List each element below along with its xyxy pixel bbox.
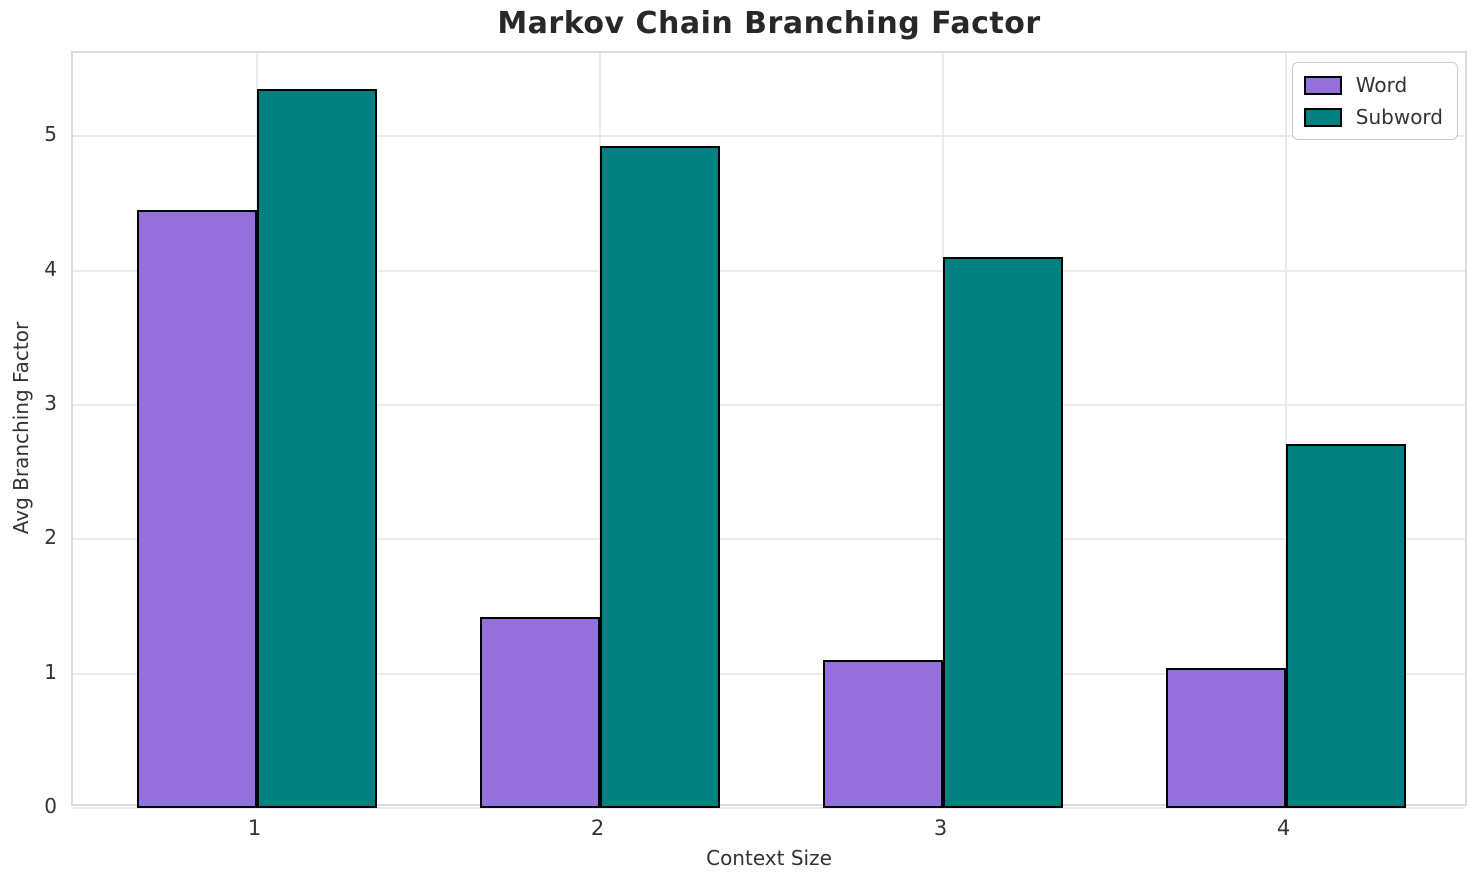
x-tick-label: 4	[1276, 816, 1291, 840]
gridline-horizontal	[73, 269, 1465, 272]
x-tick-label: 1	[247, 816, 262, 840]
bar-word-context-3	[822, 660, 943, 808]
bar-word-context-1	[136, 210, 257, 808]
bar-subword-context-2	[599, 146, 720, 808]
bar-subword-context-1	[256, 89, 377, 808]
y-tick-label: 5	[44, 122, 57, 147]
bar-subword-context-3	[942, 257, 1063, 808]
chart-title: Markov Chain Branching Factor	[497, 6, 1041, 41]
x-tick-label: 2	[590, 816, 605, 840]
legend-item-word: Word	[1303, 73, 1443, 97]
bar-subword-context-4	[1285, 444, 1406, 808]
bar-word-context-2	[479, 617, 600, 808]
legend-label: Word	[1355, 73, 1408, 97]
legend-item-subword: Subword	[1303, 105, 1443, 129]
plot-area	[71, 51, 1467, 809]
gridline-horizontal	[73, 807, 1465, 809]
y-tick-label: 2	[44, 525, 57, 550]
x-axis-label: Context Size	[706, 846, 832, 870]
y-axis-label: Avg Branching Factor	[9, 321, 33, 535]
legend-label: Subword	[1355, 105, 1443, 129]
y-tick-label: 1	[44, 659, 57, 684]
gridline-horizontal	[73, 403, 1465, 406]
x-tick-label: 3	[933, 816, 948, 840]
legend-swatch-word	[1303, 75, 1342, 95]
y-tick-label: 3	[44, 390, 57, 415]
gridline-vertical	[1284, 53, 1287, 804]
bar-word-context-4	[1165, 668, 1286, 808]
gridline-horizontal	[73, 538, 1465, 541]
legend-swatch-subword	[1303, 107, 1342, 127]
gridline-horizontal	[73, 672, 1465, 675]
y-tick-label: 0	[44, 794, 57, 818]
legend: Word Subword	[1291, 62, 1458, 140]
gridline-horizontal	[73, 135, 1465, 138]
y-tick-label: 4	[44, 256, 57, 281]
